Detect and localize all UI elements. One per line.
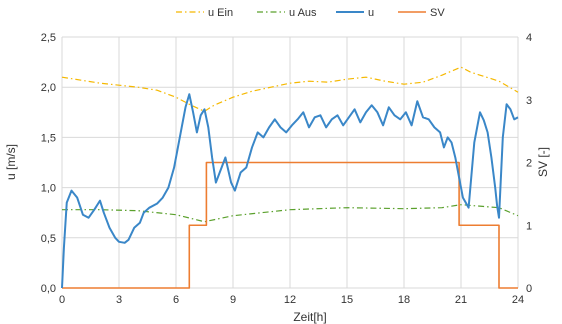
x-tick-label: 6 — [173, 294, 179, 306]
legend-label: u — [368, 7, 374, 19]
y-tick-label: 0,5 — [41, 233, 56, 245]
series-line-u-ein — [61, 66, 519, 112]
axes: Zeit[h] u [m/s] SV [-] 0,0 0,5 1,0 1,5 2,0 2,… — [4, 32, 550, 324]
y-tick-label: 1,5 — [41, 132, 56, 144]
x-tick-label: 0 — [59, 294, 65, 306]
x-tick-label: 24 — [512, 294, 524, 306]
y2-tick-label: 2 — [526, 158, 532, 170]
x-tick-label: 9 — [230, 294, 236, 306]
y-tick-label: 0,0 — [41, 283, 56, 295]
legend: u Ein u Aus u SV — [176, 7, 445, 19]
y2-tick-label: 1 — [526, 220, 532, 232]
y2-axis-title: SV [-] — [536, 147, 550, 177]
x-tick-label: 15 — [341, 294, 353, 306]
y2-tick-label: 0 — [526, 283, 532, 295]
x-tick-label: 12 — [284, 294, 296, 306]
legend-label: u Ein — [208, 7, 233, 19]
y-tick-label: 1,0 — [41, 183, 56, 195]
legend-label: u Aus — [289, 7, 317, 19]
y2-tick-label: 4 — [526, 32, 532, 44]
legend-label: SV — [430, 7, 445, 19]
series-line-u-aus — [62, 204, 519, 223]
y-axis-title: u [m/s] — [4, 144, 18, 180]
x-tick-label: 3 — [116, 294, 122, 306]
series-line-u — [61, 93, 519, 289]
y-tick-label: 2,5 — [41, 32, 56, 44]
series-line-sv — [62, 161, 518, 289]
y-tick-label: 2,0 — [41, 82, 56, 94]
y2-tick-label: 3 — [526, 95, 532, 107]
x-tick-label: 18 — [398, 294, 410, 306]
x-axis-title: Zeit[h] — [293, 310, 326, 324]
series-layer — [61, 66, 519, 289]
x-tick-label: 21 — [455, 294, 467, 306]
